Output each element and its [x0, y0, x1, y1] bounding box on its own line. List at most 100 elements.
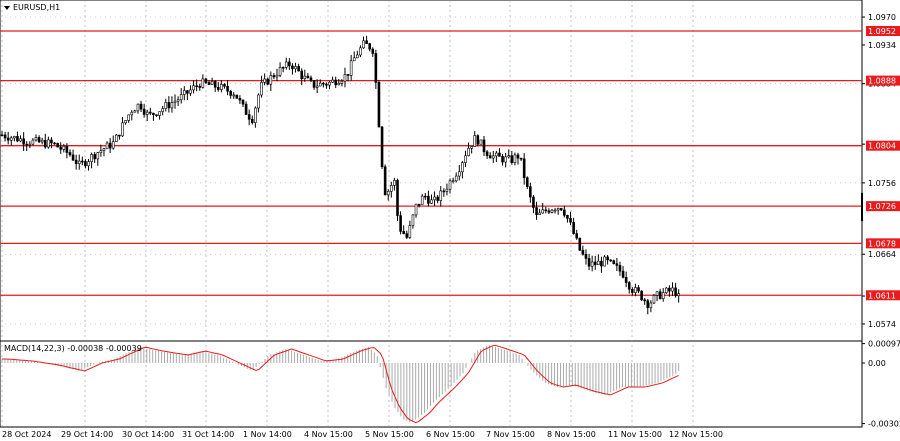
triangle-down-icon[interactable]: [4, 6, 10, 10]
candle: [309, 75, 313, 83]
candle: [275, 68, 279, 82]
candle: [448, 178, 452, 194]
candle: [161, 105, 164, 116]
candle-body: [226, 85, 229, 92]
candle-body: [96, 152, 100, 160]
candle-body: [19, 138, 22, 142]
candle-body: [186, 90, 189, 94]
level-label: 1.0726: [868, 202, 896, 211]
candle-body: [529, 186, 532, 198]
candle-body: [105, 142, 109, 150]
candle-body: [417, 203, 421, 206]
candle-body: [90, 154, 93, 162]
candle-body: [337, 83, 341, 86]
candle: [53, 141, 56, 145]
candle-body: [433, 196, 436, 201]
x-tick-label: 4 Nov 15:00: [304, 430, 353, 439]
x-tick-label: 6 Nov 15:00: [426, 430, 475, 439]
window-title: EURUSD,H1: [13, 3, 60, 12]
candle: [170, 96, 174, 113]
candle: [272, 73, 276, 80]
candle-body: [198, 85, 202, 88]
candle: [257, 93, 260, 113]
candle: [223, 83, 226, 89]
candle-body: [454, 175, 458, 182]
candle-body: [352, 57, 356, 62]
candle-body: [102, 148, 106, 152]
candle-body: [56, 142, 59, 148]
candle: [402, 225, 405, 235]
candle: [563, 205, 566, 218]
candle: [507, 149, 511, 159]
candle-body: [232, 94, 236, 97]
level-label: 1.0611: [868, 291, 896, 300]
candle-body: [553, 209, 557, 212]
candle-body: [405, 233, 409, 238]
candle: [427, 190, 430, 207]
candle-body: [581, 249, 585, 255]
candle-body: [158, 111, 161, 116]
candle: [390, 181, 393, 198]
candle: [6, 131, 10, 145]
candle-body: [451, 180, 455, 183]
candle-body: [81, 160, 84, 163]
candle-body: [315, 85, 319, 88]
level-label-bg: [866, 201, 900, 212]
candle: [485, 150, 489, 159]
candle: [525, 176, 529, 190]
candle-body: [204, 78, 208, 83]
candle: [590, 255, 594, 272]
candle: [405, 230, 409, 240]
candle-body: [665, 287, 668, 293]
candle: [40, 137, 44, 145]
candle-body: [464, 155, 467, 163]
candle-body: [439, 190, 443, 201]
candle-body: [377, 82, 381, 128]
candle-body: [491, 155, 495, 159]
candle: [322, 82, 325, 88]
candle-body: [445, 188, 449, 192]
candle-body: [519, 157, 523, 160]
level-label-bg: [866, 75, 900, 86]
candle: [522, 153, 526, 185]
candle: [637, 285, 640, 294]
candle: [315, 79, 319, 94]
candle: [634, 283, 637, 297]
candle: [254, 106, 257, 128]
candle-body: [322, 82, 325, 85]
candle: [105, 141, 109, 150]
candle-body: [600, 260, 603, 267]
x-tick-label: 11 Nov 15:00: [608, 430, 662, 439]
candle: [498, 148, 501, 157]
candle: [476, 134, 480, 147]
candle: [606, 254, 609, 265]
candle-body: [334, 79, 338, 86]
candle-body: [213, 81, 217, 88]
candle: [383, 164, 387, 196]
candle: [631, 287, 634, 296]
candle: [547, 208, 551, 215]
candle-body: [244, 103, 248, 115]
candle: [130, 110, 134, 121]
candle-body: [210, 81, 214, 85]
candle: [420, 193, 424, 205]
candle-body: [3, 134, 7, 139]
candle-body: [170, 102, 174, 109]
candle: [612, 259, 616, 265]
candle: [615, 258, 619, 272]
candle: [278, 62, 282, 78]
candle-body: [176, 99, 180, 102]
candle: [284, 57, 288, 70]
candle: [359, 45, 362, 58]
candle: [470, 146, 473, 154]
candle-body: [495, 152, 498, 157]
y-tick-label: 1.0574: [868, 320, 896, 329]
candle-body: [124, 120, 127, 124]
candle-body: [538, 212, 541, 215]
candle: [50, 137, 53, 149]
candle-body: [498, 152, 501, 157]
candle: [365, 35, 368, 44]
candle-body: [637, 287, 640, 292]
candle: [139, 100, 143, 112]
